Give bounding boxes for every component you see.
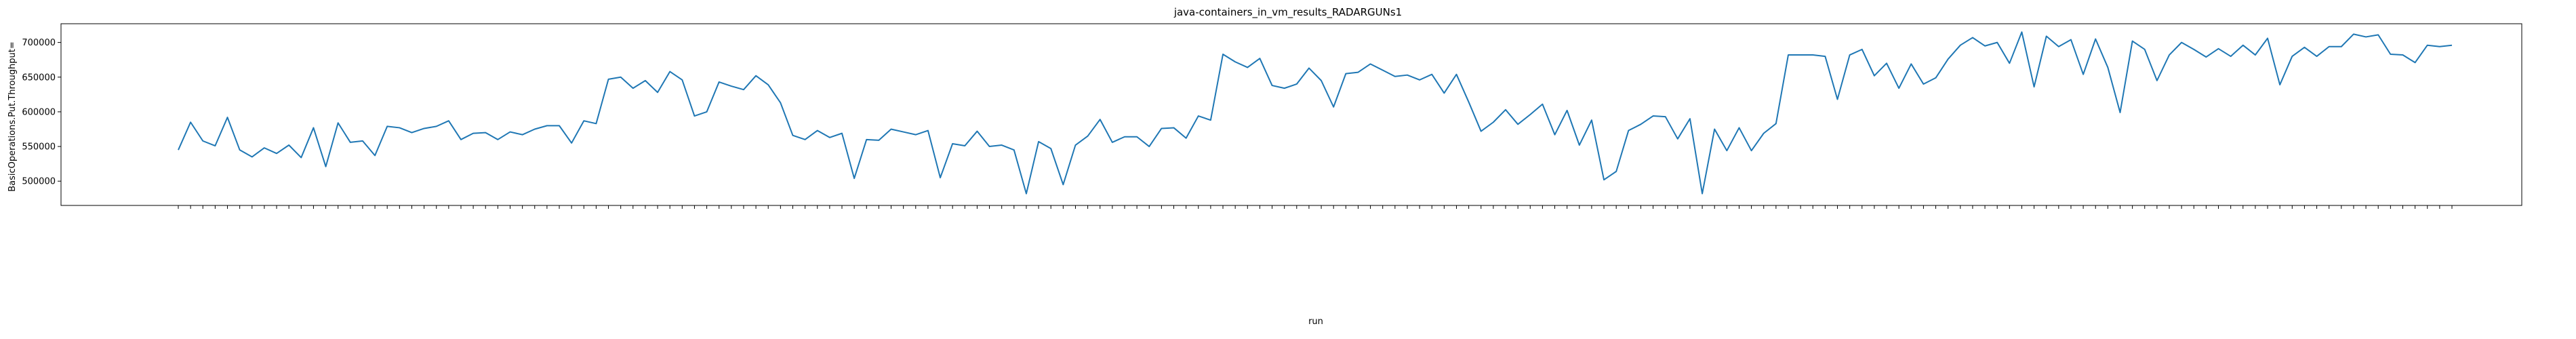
series-line <box>178 31 2453 195</box>
y-tick-label: 700000 <box>22 38 56 48</box>
y-tick-label: 550000 <box>22 142 56 153</box>
y-tick-label: 500000 <box>22 177 56 187</box>
y-axis: 500000 550000 600000 650000 700000 <box>22 38 61 187</box>
y-axis-label: BasicOperations.Put.Throughput= <box>7 41 18 192</box>
x-axis <box>178 205 2453 209</box>
plot-area <box>60 23 2522 206</box>
plot-frame <box>60 23 2522 206</box>
x-axis-label: run <box>1308 317 1323 327</box>
y-tick-label: 600000 <box>22 107 56 117</box>
chart-title: java-containers_in_vm_results_RADARGUNs1 <box>1173 6 1402 19</box>
y-tick-label: 650000 <box>22 73 56 83</box>
